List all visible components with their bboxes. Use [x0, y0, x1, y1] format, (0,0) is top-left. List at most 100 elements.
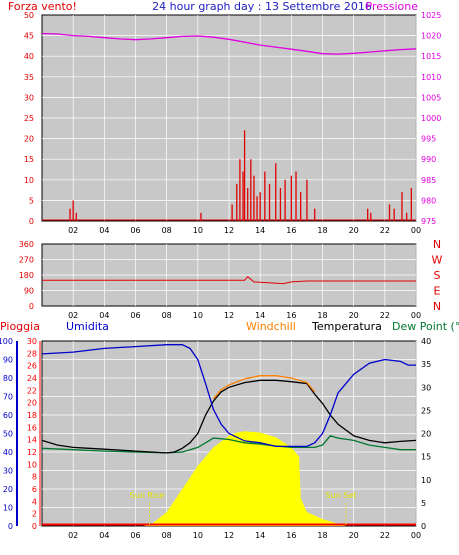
wind-pressure-panel: 0510152025303540455097598098599099510001… [24, 11, 442, 235]
p1-right-tick-label: 1015 [421, 52, 441, 61]
humidity-label: Umidita [66, 320, 109, 333]
p3-xtick-label: 16 [286, 531, 296, 540]
p3-rain-tick-label: 28 [27, 349, 37, 358]
p2-left-tick-label: 360 [19, 240, 34, 249]
p3-humidity-tick-label: 20 [3, 485, 13, 494]
p3-rain-tick-label: 0 [32, 522, 37, 531]
p3-humidity-tick-label: 50 [3, 430, 13, 439]
temperature-humidity-panel: 0102030405060708090100024681012141618202… [0, 337, 431, 540]
p3-rain-tick-label: 2 [32, 510, 37, 519]
p1-right-tick-label: 975 [421, 217, 436, 226]
p1-right-tick-label: 985 [421, 176, 436, 185]
p1-xtick-label: 16 [286, 226, 296, 235]
p1-right-tick-label: 995 [421, 135, 436, 144]
p2-xtick-label: 00 [411, 311, 421, 320]
solar-area [42, 431, 416, 526]
p3-rain-tick-label: 22 [27, 386, 37, 395]
p3-right-tick-label: 20 [421, 430, 431, 439]
p3-humidity-tick-label: 90 [3, 356, 13, 365]
p3-rain-tick-label: 4 [32, 497, 37, 506]
p3-right-tick-label: 25 [421, 406, 431, 415]
p3-right-tick-label: 40 [421, 337, 431, 346]
p1-xtick-label: 00 [411, 226, 421, 235]
p3-rain-tick-label: 12 [27, 448, 37, 457]
p1-left-tick-label: 10 [24, 176, 34, 185]
p3-humidity-tick-label: 100 [0, 337, 13, 346]
p3-rain-tick-label: 20 [27, 399, 37, 408]
p1-left-tick-label: 30 [24, 93, 34, 102]
p2-xtick-label: 04 [99, 311, 109, 320]
p3-rain-tick-label: 30 [27, 337, 37, 346]
p3-xtick-label: 10 [193, 531, 203, 540]
p3-humidity-tick-label: 10 [3, 504, 13, 513]
wind-force-label: Forza vento! [8, 0, 77, 13]
p1-right-tick-label: 1010 [421, 73, 441, 82]
p2-compass-label: W [432, 254, 443, 267]
p2-compass-label: S [434, 269, 441, 282]
dewpoint-label: Dew Point (°C [392, 320, 459, 333]
p1-left-tick-label: 15 [24, 155, 34, 164]
p1-xtick-label: 20 [349, 226, 359, 235]
p3-xtick-label: 18 [317, 531, 327, 540]
p2-xtick-label: 12 [224, 311, 234, 320]
sunset-label: Sun Set [326, 491, 357, 500]
p1-left-tick-label: 35 [24, 73, 34, 82]
p1-xtick-label: 22 [380, 226, 390, 235]
temperature-line [41, 379, 417, 454]
p2-xtick-label: 22 [380, 311, 390, 320]
p1-xtick-label: 06 [130, 226, 140, 235]
p1-left-tick-label: 40 [24, 52, 34, 61]
p2-compass-label: N [433, 300, 441, 313]
p1-right-tick-label: 1005 [421, 93, 441, 102]
p3-humidity-tick-label: 0 [8, 522, 13, 531]
p3-right-tick-label: 10 [421, 476, 431, 485]
p3-rain-tick-label: 26 [27, 362, 37, 371]
p3-humidity-tick-label: 60 [3, 411, 13, 420]
p3-rain-tick-label: 6 [32, 485, 37, 494]
graph-title: 24 hour graph day : 13 Settembre 2016 [152, 0, 372, 13]
p3-xtick-label: 12 [224, 531, 234, 540]
p3-right-tick-label: 35 [421, 360, 431, 369]
p2-xtick-label: 20 [349, 311, 359, 320]
p2-xtick-label: 08 [162, 311, 172, 320]
p3-rain-tick-label: 18 [27, 411, 37, 420]
p1-xtick-label: 10 [193, 226, 203, 235]
p2-compass-label: N [433, 238, 441, 251]
p3-xtick-label: 06 [130, 531, 140, 540]
p2-xtick-label: 14 [255, 311, 265, 320]
rain-label: Pioggia [0, 320, 40, 333]
windchill-line [212, 375, 316, 400]
p3-humidity-tick-label: 40 [3, 448, 13, 457]
p3-xtick-label: 22 [380, 531, 390, 540]
sunrise-label: Sun Rise [130, 491, 165, 500]
humidity-line [41, 344, 416, 448]
p2-xtick-label: 16 [286, 311, 296, 320]
p3-xtick-label: 02 [68, 531, 78, 540]
p2-left-tick-label: 270 [19, 256, 34, 265]
p2-xtick-label: 18 [317, 311, 327, 320]
p3-humidity-tick-label: 30 [3, 467, 13, 476]
p2-left-tick-label: 0 [29, 302, 34, 311]
p2-compass-label: E [434, 285, 441, 298]
p1-left-tick-label: 50 [24, 11, 34, 20]
p3-rain-tick-label: 16 [27, 423, 37, 432]
p2-xtick-label: 10 [193, 311, 203, 320]
p1-right-tick-label: 1020 [421, 32, 441, 41]
p1-left-tick-label: 5 [29, 196, 34, 205]
p1-xtick-label: 18 [317, 226, 327, 235]
p3-xtick-label: 04 [99, 531, 109, 540]
p1-right-tick-label: 990 [421, 155, 436, 164]
p2-left-tick-label: 180 [19, 271, 34, 280]
p2-xtick-label: 02 [68, 311, 78, 320]
p1-xtick-label: 08 [162, 226, 172, 235]
p3-rain-tick-label: 24 [27, 374, 37, 383]
p3-rain-tick-label: 8 [32, 473, 37, 482]
p1-xtick-label: 14 [255, 226, 265, 235]
p1-left-tick-label: 20 [24, 135, 34, 144]
header-labels: Forza vento! 24 hour graph day : 13 Sett… [0, 0, 459, 500]
p3-xtick-label: 14 [255, 531, 265, 540]
p3-humidity-tick-label: 70 [3, 393, 13, 402]
p1-left-tick-label: 45 [24, 32, 34, 41]
